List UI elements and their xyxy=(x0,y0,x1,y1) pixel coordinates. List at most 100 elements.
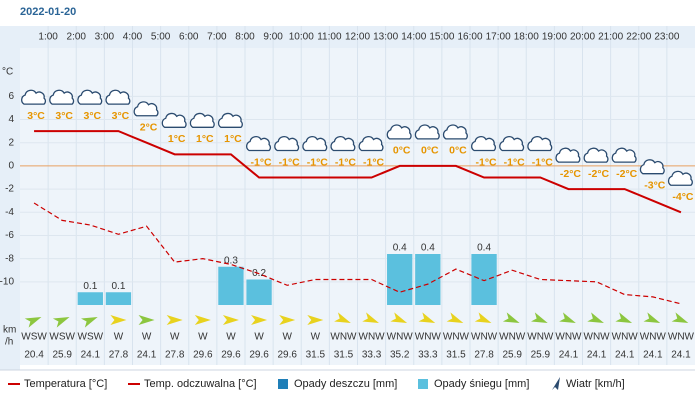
wind-unit: /h xyxy=(5,337,13,348)
cloud xyxy=(414,124,440,140)
wind-speed: 31.5 xyxy=(334,350,354,361)
cloud xyxy=(639,159,665,175)
arrow-shape xyxy=(222,315,239,325)
cloud xyxy=(330,136,356,152)
cloud xyxy=(189,112,215,128)
y-tick-label: -10 xyxy=(0,276,14,287)
wind-direction: WNW xyxy=(527,332,554,343)
wind-direction: WNW xyxy=(612,332,639,343)
wind-unit: km xyxy=(3,325,16,336)
hour-label: 14:00 xyxy=(401,32,426,43)
hour-label: 5:00 xyxy=(151,32,171,43)
wind-direction: W xyxy=(142,332,152,343)
wind-arrow xyxy=(81,316,98,328)
temperature-label: 3°C xyxy=(27,110,45,122)
legend-label: Opady śniegu [mm] xyxy=(434,378,529,390)
wind-arrow xyxy=(502,312,520,324)
hour-label: 2:00 xyxy=(67,32,87,43)
hour-label: 1:00 xyxy=(38,32,58,43)
y-tick-label: 4 xyxy=(8,114,14,125)
cloud xyxy=(471,136,497,152)
arrow-shape xyxy=(279,315,296,325)
wind-direction: WNW xyxy=(443,332,470,343)
wind-speed: 33.3 xyxy=(362,350,382,361)
hour-label: 12:00 xyxy=(345,32,370,43)
wind-arrow xyxy=(194,315,211,325)
wind-direction: W xyxy=(282,332,292,343)
wind-arrow xyxy=(24,316,42,328)
arrow-shape xyxy=(502,312,520,324)
temperature-label: -1°C xyxy=(532,156,554,168)
cloud xyxy=(302,136,328,152)
hour-label: 18:00 xyxy=(514,32,539,43)
snow-bar xyxy=(77,292,103,305)
cloud xyxy=(358,136,384,152)
weather-icon xyxy=(611,147,637,163)
weather-icon xyxy=(639,159,665,175)
wind-speed: 24.1 xyxy=(137,350,157,361)
cloud xyxy=(77,89,103,105)
weather-icon xyxy=(555,147,581,163)
wind-speed: 29.6 xyxy=(221,350,241,361)
wind-speed: 24.1 xyxy=(643,350,663,361)
arrow-shape xyxy=(531,312,548,324)
legend-label: Temperatura [°C] xyxy=(24,378,107,390)
arrow-shape xyxy=(559,312,576,324)
wind-speed: 27.8 xyxy=(165,350,185,361)
wind-arrow xyxy=(279,315,296,325)
wind-direction: WNW xyxy=(584,332,611,343)
temperature-label: -1°C xyxy=(476,156,498,168)
cloud xyxy=(499,136,525,152)
hour-label: 3:00 xyxy=(95,32,115,43)
weather-icon xyxy=(21,89,47,105)
wind-speed: 24.1 xyxy=(671,350,691,361)
hour-label: 16:00 xyxy=(457,32,482,43)
cloud xyxy=(49,89,75,105)
arrow-shape xyxy=(81,316,98,328)
wind-direction: WNW xyxy=(359,332,386,343)
temperature-label: 3°C xyxy=(84,110,102,122)
weather-icon xyxy=(499,136,525,152)
weather-icon xyxy=(667,170,693,186)
arrow-shape xyxy=(194,315,211,325)
weather-icon xyxy=(77,89,103,105)
arrow-shape xyxy=(138,315,155,325)
y-tick-label: -6 xyxy=(5,230,14,241)
cloud xyxy=(105,89,131,105)
hour-label: 13:00 xyxy=(373,32,398,43)
cloud xyxy=(161,112,187,128)
hour-label: 8:00 xyxy=(235,32,255,43)
wind-speed: 25.9 xyxy=(531,350,551,361)
wind-arrow xyxy=(418,312,436,324)
y-tick-label: 0 xyxy=(8,161,14,172)
hour-label: 22:00 xyxy=(626,32,651,43)
temperature-label: 2°C xyxy=(140,122,158,134)
wind-arrow xyxy=(531,312,548,324)
wind-speed: 27.8 xyxy=(474,350,494,361)
wind-direction: W xyxy=(254,332,264,343)
cloud xyxy=(442,124,468,140)
temperature-label: -2°C xyxy=(616,168,638,180)
weather-icon xyxy=(189,112,215,128)
wind-speed: 29.6 xyxy=(193,350,213,361)
cloud xyxy=(527,136,553,152)
temperature-label: 1°C xyxy=(168,133,186,145)
cloud xyxy=(386,124,412,140)
temperature-label: -1°C xyxy=(251,156,273,168)
cloud xyxy=(133,101,159,117)
legend-label: Opady deszczu [mm] xyxy=(294,378,397,390)
weather-icon xyxy=(414,124,440,140)
wind-direction: W xyxy=(114,332,124,343)
wind-arrow xyxy=(671,312,689,324)
cloud xyxy=(611,147,637,163)
temperature-label: 3°C xyxy=(55,110,73,122)
arrow-shape xyxy=(251,315,268,325)
wind-arrow xyxy=(307,315,324,325)
wind-arrow xyxy=(587,312,604,324)
snow-bar xyxy=(246,279,272,305)
temperature-label: -1°C xyxy=(335,156,357,168)
axis-strip xyxy=(0,26,20,370)
hour-label: 23:00 xyxy=(654,32,679,43)
weather-icon xyxy=(442,124,468,140)
bar-label: 0.4 xyxy=(477,243,491,254)
